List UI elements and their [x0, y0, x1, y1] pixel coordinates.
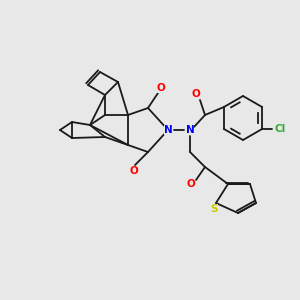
Text: O: O — [187, 179, 195, 189]
Text: S: S — [210, 204, 218, 214]
Text: O: O — [157, 83, 165, 93]
Text: Cl: Cl — [274, 124, 286, 134]
Text: N: N — [186, 125, 194, 135]
Text: O: O — [192, 89, 200, 99]
Text: N: N — [164, 125, 172, 135]
Text: O: O — [130, 166, 138, 176]
